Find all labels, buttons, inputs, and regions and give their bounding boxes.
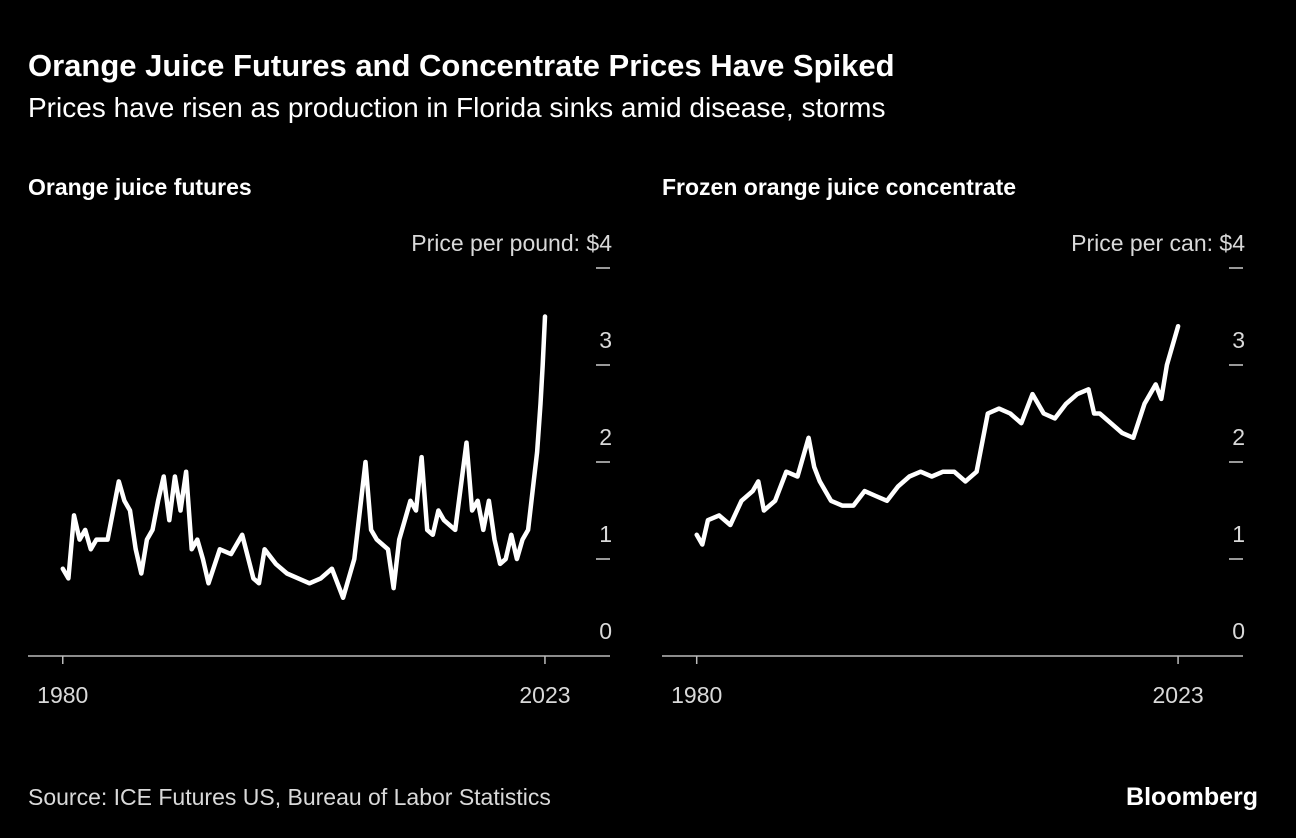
chart-subtitle: Frozen orange juice concentrate	[662, 174, 1016, 200]
chart-subtitle: Orange juice futures	[28, 174, 252, 200]
y-tick-label: Price per pound: $4	[411, 230, 612, 256]
y-tick-label: Price per can: $4	[1071, 230, 1245, 256]
data-line	[694, 323, 1181, 547]
brand: Bloomberg	[1126, 783, 1258, 811]
title: Orange Juice Futures and Concentrate Pri…	[28, 48, 895, 83]
x-tick-label: 2023	[519, 682, 570, 708]
x-tick-label: 2023	[1152, 682, 1203, 708]
subtitle: Prices have risen as production in Flori…	[28, 92, 885, 123]
data-line	[60, 314, 548, 601]
y-tick-label: 2	[1232, 424, 1245, 450]
source: Source: ICE Futures US, Bureau of Labor …	[28, 784, 551, 810]
x-tick-label: 1980	[37, 682, 88, 708]
y-tick-label: 0	[599, 618, 612, 644]
x-tick-label: 1980	[671, 682, 722, 708]
y-tick-label: 1	[1232, 521, 1245, 547]
y-tick-label: 2	[599, 424, 612, 450]
y-tick-label: 1	[599, 521, 612, 547]
y-tick-label: 3	[1232, 327, 1245, 353]
y-tick-label: 0	[1232, 618, 1245, 644]
y-tick-label: 3	[599, 327, 612, 353]
